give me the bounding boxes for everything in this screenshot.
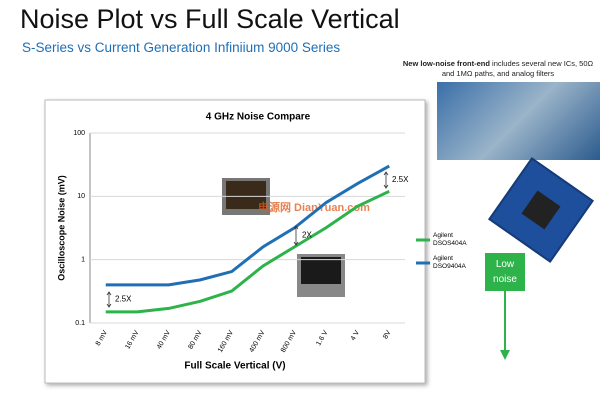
legend-label: Agilent DSOS404A bbox=[433, 232, 467, 247]
annotation: 2.5X bbox=[115, 295, 132, 304]
board-photo bbox=[437, 82, 600, 160]
x-tick-label: 8V bbox=[382, 329, 393, 340]
callout-arrow-head bbox=[500, 350, 510, 360]
slide-title: Noise Plot vs Full Scale Vertical bbox=[20, 4, 400, 34]
chart-title: 4 GHz Noise Compare bbox=[206, 112, 311, 123]
annotation: 2X bbox=[302, 231, 312, 240]
arrow-head bbox=[383, 171, 389, 189]
caption-bold: New low-noise front-end bbox=[402, 59, 490, 68]
y-tick-label: 100 bbox=[73, 130, 85, 137]
x-axis-label: Full Scale Vertical (V) bbox=[184, 361, 285, 372]
y-axis-label: Oscilloscope Noise (mV) bbox=[56, 175, 66, 281]
arrow-head bbox=[293, 225, 299, 246]
scope-screen bbox=[226, 181, 266, 209]
arrow-head bbox=[106, 291, 112, 308]
y-tick-label: 10 bbox=[77, 193, 85, 200]
y-tick-label: 1 bbox=[81, 257, 85, 264]
scope-screen bbox=[301, 257, 341, 284]
watermark: 电源网 DianYuan.com bbox=[258, 200, 370, 214]
caption-text: includes several new ICs, 50Ω and 1MΩ pa… bbox=[441, 59, 594, 78]
y-tick-label: 0.1 bbox=[75, 320, 85, 327]
legend-label: Agilent DSO9404A bbox=[433, 255, 466, 270]
annotation: 2.5X bbox=[392, 175, 409, 184]
callout-box: Low noise bbox=[485, 253, 525, 291]
x-tick-label: 4 V bbox=[350, 329, 361, 342]
series-line bbox=[105, 164, 390, 287]
slide-subtitle: S-Series vs Current Generation Infiniium… bbox=[22, 40, 341, 55]
series-line bbox=[105, 189, 390, 314]
caption: New low-noise front-end includes several… bbox=[400, 59, 596, 79]
chart-frame bbox=[44, 99, 426, 384]
